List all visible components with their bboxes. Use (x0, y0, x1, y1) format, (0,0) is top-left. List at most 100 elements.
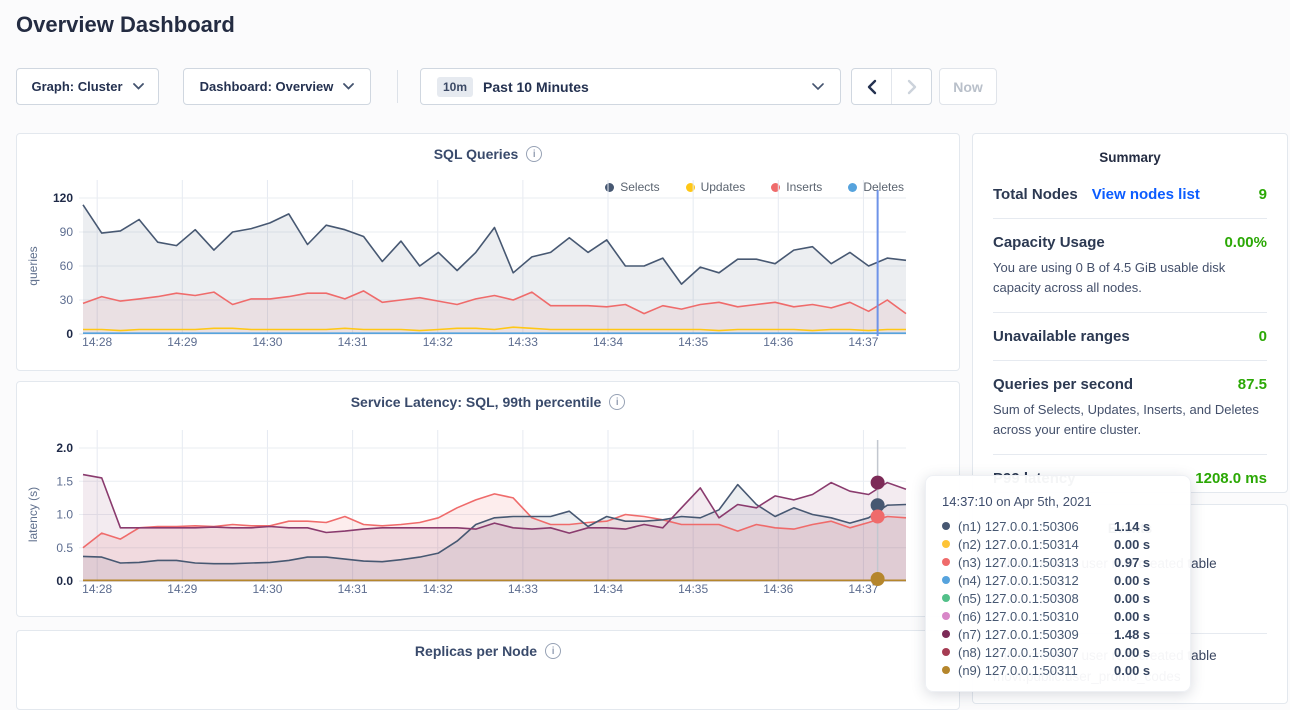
legend-dot-icon (771, 182, 781, 192)
summary-title: Summary (1099, 150, 1161, 165)
legend-item: Updates (685, 180, 746, 194)
tooltip-row: (n7) 127.0.0.1:50309 1.48 s (942, 625, 1174, 643)
tooltip-row: (n1) 127.0.0.1:50306 1.14 s (942, 517, 1174, 535)
legend-label: Inserts (786, 180, 823, 194)
info-icon[interactable]: i (526, 146, 543, 162)
svg-text:14:32: 14:32 (423, 335, 453, 349)
svg-text:14:31: 14:31 (338, 582, 368, 596)
summary-rows: Total Nodes View nodes list 9 Capacity Usag… (993, 171, 1267, 492)
svg-text:14:28: 14:28 (82, 582, 112, 596)
svg-text:14:30: 14:30 (252, 335, 282, 349)
tooltip-row: (n8) 127.0.0.1:50307 0.00 s (942, 643, 1174, 661)
tooltip-node-label: (n5) 127.0.0.1:50308 (958, 590, 1079, 606)
node-color-dot-icon (942, 630, 950, 638)
svg-text:14:30: 14:30 (252, 582, 282, 596)
time-prev-button[interactable] (852, 69, 891, 104)
summary-panel: Summary Total Nodes View nodes list 9 Capac… (972, 133, 1288, 493)
svg-text:14:36: 14:36 (763, 582, 793, 596)
svg-text:14:32: 14:32 (423, 582, 453, 596)
controls-divider (397, 70, 398, 103)
svg-text:14:34: 14:34 (593, 335, 623, 349)
node-color-dot-icon (942, 666, 950, 674)
node-color-dot-icon (942, 648, 950, 656)
summary-row-label: Unavailable ranges (993, 328, 1130, 345)
summary-row-head: Queries per second 87.5 (993, 376, 1267, 393)
dashboard-dropdown[interactable]: Dashboard: Overview (183, 68, 371, 105)
svg-text:120: 120 (53, 191, 73, 205)
tooltip-rows: (n1) 127.0.0.1:50306 1.14 s (n2) 127.0.0.1… (942, 517, 1174, 679)
summary-row: Queries per second 87.5 Sum of Selects, Up… (993, 361, 1267, 455)
summary-row-value: 1208.0 ms (1195, 470, 1267, 487)
summary-row-head: Unavailable ranges 0 (993, 328, 1267, 345)
tooltip-node-value: 0.00 s (1114, 572, 1151, 588)
svg-text:14:31: 14:31 (338, 335, 368, 349)
svg-text:queries: queries (26, 246, 40, 285)
info-icon[interactable]: i (545, 643, 562, 659)
time-next-button[interactable] (891, 69, 931, 104)
graph-dropdown[interactable]: Graph: Cluster (16, 68, 159, 105)
tooltip-node-value: 1.48 s (1114, 626, 1151, 642)
summary-row-value: 87.5 (1237, 376, 1267, 393)
tooltip-node-label: (n8) 127.0.0.1:50307 (958, 644, 1079, 660)
chevron-down-icon (812, 82, 824, 90)
tooltip-row: (n4) 127.0.0.1:50312 0.00 s (942, 571, 1174, 589)
tooltip-row: (n3) 127.0.0.1:50313 0.97 s (942, 553, 1174, 571)
node-color-dot-icon (942, 540, 950, 548)
page-title: Overview Dashboard (16, 12, 235, 37)
legend-label: Updates (700, 180, 746, 194)
time-range-label: Past 10 Minutes (483, 78, 589, 95)
tooltip-node-value: 0.00 s (1114, 536, 1151, 552)
sql-queries-chart-title: SQL Queries (433, 146, 519, 162)
summary-row: Unavailable ranges 0 (993, 313, 1267, 361)
time-range-select[interactable]: 10m Past 10 Minutes (420, 68, 841, 105)
svg-text:14:37: 14:37 (848, 582, 878, 596)
legend-label: Deletes (863, 180, 904, 194)
chart-hover-tooltip: 14:37:10 on Apr 5th, 2021 (n1) 127.0.0.1… (925, 475, 1191, 692)
node-color-dot-icon (942, 576, 950, 584)
tooltip-node-value: 0.00 s (1114, 590, 1151, 606)
summary-row-head: Capacity Usage 0.00% (993, 234, 1267, 251)
summary-row-label: Capacity Usage (993, 234, 1105, 251)
summary-row-label: Queries per second (993, 376, 1134, 393)
info-icon[interactable]: i (609, 394, 626, 410)
summary-row-description: Sum of Selects, Updates, Inserts, and De… (993, 402, 1259, 437)
service-latency-chart-canvas[interactable]: 14:28 14:29 14:30 14:31 14:32 14:33 14:34 14:35… (17, 382, 959, 616)
summary-row-label: Total Nodes (993, 186, 1078, 203)
tooltip-node-value: 0.00 s (1114, 662, 1151, 678)
summary-row-value: 0.00% (1224, 234, 1267, 251)
replicas-per-node-chart-panel: Replicas per Node i (16, 630, 960, 710)
sql-queries-chart-panel: SQL Queries i Selects Updates Inserts Delet… (16, 133, 960, 371)
svg-text:30: 30 (60, 293, 74, 307)
legend-item: Selects (605, 180, 660, 194)
node-color-dot-icon (942, 522, 950, 530)
view-nodes-list-link[interactable]: View nodes list (1091, 186, 1200, 203)
summary-row-head: Total Nodes View nodes list 9 (993, 186, 1267, 203)
service-latency-chart-panel: Service Latency: SQL, 99th percentile i … (16, 381, 960, 617)
tooltip-row: (n2) 127.0.0.1:50314 0.00 s (942, 535, 1174, 553)
svg-text:14:37: 14:37 (848, 335, 878, 349)
legend-dot-icon (605, 182, 615, 192)
tooltip-row: (n6) 127.0.0.1:50310 0.00 s (942, 607, 1174, 625)
legend-label: Selects (620, 180, 660, 194)
svg-text:1.5: 1.5 (56, 474, 73, 488)
svg-text:14:33: 14:33 (508, 335, 538, 349)
time-nav-arrows (851, 68, 932, 105)
tooltip-node-label: (n4) 127.0.0.1:50312 (958, 572, 1079, 588)
now-button[interactable]: Now (939, 68, 997, 105)
tooltip-node-value: 0.97 s (1114, 554, 1151, 570)
svg-text:14:34: 14:34 (593, 582, 623, 596)
sql-queries-chart-canvas[interactable]: 14:28 14:29 14:30 14:31 14:32 14:33 14:34 14:35… (17, 134, 959, 370)
chevron-down-icon (343, 83, 355, 90)
summary-row: Total Nodes View nodes list 9 (993, 171, 1267, 219)
summary-row-value: 0 (1258, 328, 1267, 345)
tooltip-node-label: (n1) 127.0.0.1:50306 (958, 518, 1079, 534)
legend-item: Inserts (771, 180, 822, 194)
tooltip-node-label: (n6) 127.0.0.1:50310 (958, 608, 1079, 624)
tooltip-node-label: (n3) 127.0.0.1:50313 (958, 554, 1079, 570)
legend-dot-icon (685, 182, 695, 192)
tooltip-row: (n5) 127.0.0.1:50308 0.00 s (942, 589, 1174, 607)
svg-text:14:35: 14:35 (678, 582, 708, 596)
svg-text:14:33: 14:33 (508, 582, 538, 596)
svg-text:0: 0 (66, 327, 73, 341)
summary-row-value: 9 (1258, 186, 1267, 203)
